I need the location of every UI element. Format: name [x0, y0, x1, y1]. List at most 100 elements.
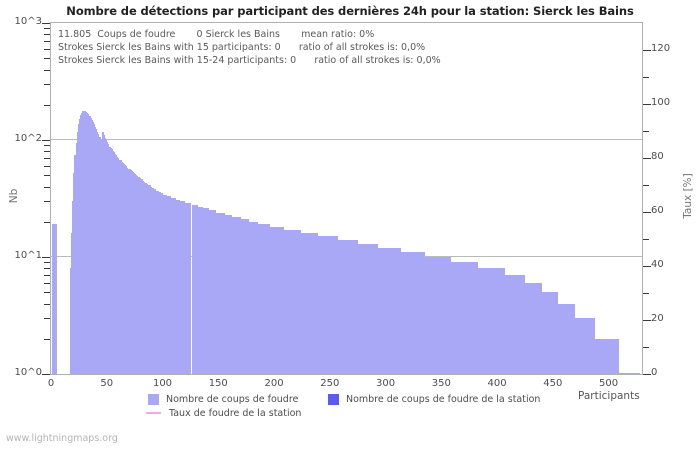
tick-mark — [44, 84, 50, 86]
bar — [152, 187, 155, 374]
bar — [114, 153, 117, 374]
bar — [611, 338, 616, 374]
bar — [73, 173, 75, 374]
bar — [105, 140, 108, 374]
bar — [125, 165, 128, 374]
tick-mark — [643, 185, 649, 186]
bar — [591, 318, 596, 374]
bar — [541, 292, 545, 374]
bar — [451, 262, 455, 374]
bar — [131, 171, 133, 374]
bar — [79, 115, 82, 374]
bar — [134, 174, 137, 374]
bar — [200, 206, 203, 374]
tick-mark — [643, 50, 651, 51]
bar — [142, 180, 145, 374]
bar — [156, 190, 159, 374]
bar — [374, 243, 378, 374]
bar — [132, 172, 134, 374]
bar — [160, 193, 162, 374]
x-axis-tick-label: 450 — [543, 378, 563, 389]
bar — [98, 136, 101, 374]
y-axis-right-tick-label: 40 — [651, 259, 664, 270]
bar — [158, 191, 160, 374]
legend-label-station: Nombre de coups de foudre de la station — [346, 393, 541, 405]
tick-mark — [44, 151, 50, 153]
bar — [501, 268, 505, 374]
bar — [251, 221, 254, 374]
bar — [314, 233, 318, 374]
bar — [227, 214, 230, 374]
bar — [575, 318, 579, 374]
tick-mark — [42, 257, 50, 258]
bar — [75, 142, 78, 374]
bar — [135, 175, 138, 374]
tick-mark — [42, 23, 50, 24]
bar — [111, 149, 113, 374]
tick-mark — [44, 49, 50, 50]
bar — [191, 204, 194, 374]
bar — [307, 233, 311, 374]
bar — [367, 243, 372, 374]
bar — [129, 169, 131, 374]
tick-mark — [42, 374, 50, 375]
bar — [441, 257, 445, 374]
bar — [431, 257, 435, 374]
tick-mark — [643, 158, 651, 159]
bar — [280, 227, 285, 374]
bar — [464, 262, 469, 374]
bar — [69, 268, 72, 374]
bar — [350, 239, 355, 374]
bar — [94, 126, 97, 374]
bar — [218, 212, 221, 374]
bar — [122, 162, 124, 374]
bar — [245, 219, 248, 374]
bar — [97, 133, 100, 374]
bar — [377, 247, 382, 374]
tick-mark — [44, 145, 50, 147]
bar — [182, 201, 185, 374]
bar — [269, 227, 272, 374]
bar — [427, 257, 432, 374]
bar — [267, 224, 270, 374]
bar — [300, 233, 305, 374]
gridline — [51, 139, 642, 140]
bar — [357, 243, 361, 374]
plot-inner — [51, 23, 642, 374]
bar — [277, 227, 281, 374]
annotation-line-1: 11.805 Coups de foudre 0 Sierck les Bain… — [58, 29, 375, 40]
bar — [474, 262, 479, 374]
bar — [153, 189, 156, 374]
bar — [95, 129, 98, 374]
bar — [136, 176, 139, 374]
tick-mark — [44, 175, 50, 177]
bar — [538, 282, 542, 374]
bar — [384, 247, 388, 374]
bar — [347, 239, 351, 374]
tick-mark — [44, 221, 50, 223]
bar — [81, 112, 83, 374]
y-axis-right-tick-label: 80 — [651, 151, 664, 162]
y-axis-left-title: Nb — [8, 188, 20, 204]
bar — [511, 275, 515, 374]
bar — [284, 230, 288, 374]
bar — [391, 247, 395, 374]
bar — [514, 275, 519, 374]
tick-mark — [643, 374, 651, 375]
bar — [618, 373, 622, 374]
legend-item-rate[interactable]: Taux de foudre de la station — [146, 408, 301, 419]
bar — [74, 155, 76, 374]
bar — [87, 114, 90, 374]
bar — [488, 268, 492, 374]
tick-mark — [643, 293, 649, 294]
y-axis-right-tick-label: 0 — [651, 367, 658, 378]
bar — [588, 318, 592, 374]
bar — [274, 227, 278, 374]
legend-item-station[interactable]: Nombre de coups de foudre de la station — [328, 393, 541, 405]
legend-item-all[interactable]: Nombre de coups de foudre — [148, 393, 328, 405]
bar — [169, 196, 172, 374]
bar — [148, 185, 150, 374]
bar — [150, 186, 152, 374]
bar — [123, 164, 126, 374]
tick-mark — [44, 158, 50, 160]
